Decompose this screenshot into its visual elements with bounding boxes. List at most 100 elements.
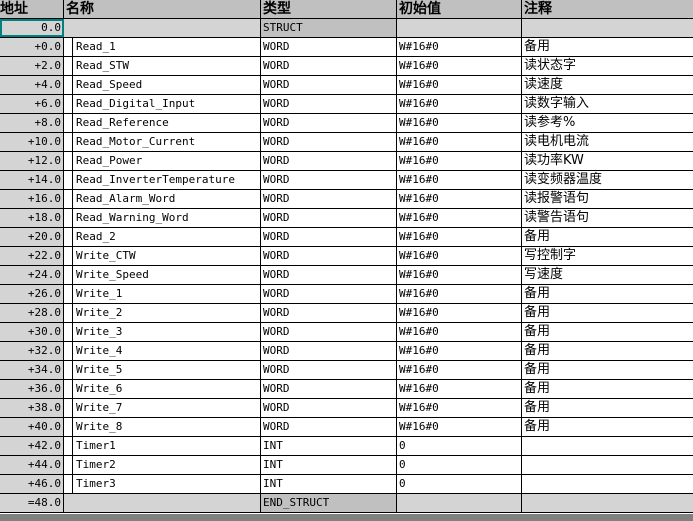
comment-cell[interactable]: 写控制字	[524, 248, 577, 263]
address-cell[interactable]: +32.0	[0, 342, 64, 360]
initial-cell[interactable]: W#16#0	[397, 361, 522, 379]
table-row[interactable]: +4.0 Read_Speed WORD W#16#0 读速度	[0, 76, 693, 95]
address-cell[interactable]: +12.0	[0, 152, 64, 170]
address-cell[interactable]: +44.0	[0, 456, 64, 474]
comment-cell[interactable]: 写速度	[524, 267, 564, 282]
initial-cell[interactable]: W#16#0	[397, 285, 522, 303]
type-cell[interactable]: WORD	[261, 114, 397, 132]
type-cell[interactable]: WORD	[261, 228, 397, 246]
address-cell[interactable]: +38.0	[0, 399, 64, 417]
type-cell[interactable]: WORD	[261, 57, 397, 75]
initial-cell[interactable]: W#16#0	[397, 133, 522, 151]
initial-cell[interactable]: 0	[397, 456, 522, 474]
type-cell[interactable]: INT	[261, 437, 397, 455]
table-row[interactable]: +36.0 Write_6 WORD W#16#0 备用	[0, 380, 693, 399]
header-type[interactable]: 类型	[261, 0, 397, 18]
table-row[interactable]: +34.0 Write_5 WORD W#16#0 备用	[0, 361, 693, 380]
address-cell[interactable]: +8.0	[0, 114, 64, 132]
table-row[interactable]: +42.0 Timer1 INT 0	[0, 437, 693, 456]
comment-cell[interactable]	[522, 437, 693, 455]
name-cell[interactable]: Read_Motor_Current	[64, 133, 261, 151]
table-row[interactable]: +14.0 Read_InverterTemperature WORD W#16#0 读…	[0, 171, 693, 190]
initial-cell[interactable]: W#16#0	[397, 380, 522, 398]
table-row[interactable]: +8.0 Read_Reference WORD W#16#0 读参考%	[0, 114, 693, 133]
comment-cell[interactable]: 读功率KW	[524, 153, 584, 168]
type-cell[interactable]: WORD	[261, 190, 397, 208]
table-row[interactable]: +30.0 Write_3 WORD W#16#0 备用	[0, 323, 693, 342]
type-cell[interactable]: WORD	[261, 209, 397, 227]
type-cell[interactable]: WORD	[261, 38, 397, 56]
name-cell[interactable]: Timer1	[64, 437, 261, 455]
comment-cell[interactable]: 备用	[524, 362, 551, 377]
initial-cell[interactable]: W#16#0	[397, 228, 522, 246]
type-cell[interactable]: WORD	[261, 323, 397, 341]
name-cell[interactable]: Write_8	[64, 418, 261, 436]
table-row[interactable]: +0.0 Read_1 WORD W#16#0 备用	[0, 38, 693, 57]
type-cell[interactable]: WORD	[261, 247, 397, 265]
comment-cell[interactable]: 备用	[524, 229, 551, 244]
comment-cell[interactable]: 备用	[524, 286, 551, 301]
name-cell[interactable]	[64, 494, 261, 512]
comment-cell[interactable]: 读警告语句	[524, 210, 590, 225]
table-row[interactable]: +18.0 Read_Warning_Word WORD W#16#0 读警告语句	[0, 209, 693, 228]
address-cell[interactable]: +14.0	[0, 171, 64, 189]
initial-cell[interactable]: W#16#0	[397, 57, 522, 75]
table-row[interactable]: +44.0 Timer2 INT 0	[0, 456, 693, 475]
address-cell[interactable]: +4.0	[0, 76, 64, 94]
name-cell[interactable]: Write_1	[64, 285, 261, 303]
address-cell[interactable]: 0.0	[0, 19, 64, 37]
name-cell[interactable]: Write_2	[64, 304, 261, 322]
table-row[interactable]: +2.0 Read_STW WORD W#16#0 读状态字	[0, 57, 693, 76]
type-cell[interactable]: WORD	[261, 380, 397, 398]
address-cell[interactable]: +28.0	[0, 304, 64, 322]
type-cell[interactable]: INT	[261, 456, 397, 474]
name-cell[interactable]: Read_STW	[64, 57, 261, 75]
table-row[interactable]: +12.0 Read_Power WORD W#16#0 读功率KW	[0, 152, 693, 171]
address-cell[interactable]: +18.0	[0, 209, 64, 227]
header-comment[interactable]: 注释	[522, 0, 693, 18]
table-row[interactable]: +40.0 Write_8 WORD W#16#0 备用	[0, 418, 693, 437]
initial-cell[interactable]: W#16#0	[397, 209, 522, 227]
struct-start-row[interactable]: 0.0 STRUCT	[0, 19, 693, 38]
struct-end-row[interactable]: =48.0 END_STRUCT	[0, 494, 693, 513]
initial-cell[interactable]: W#16#0	[397, 76, 522, 94]
initial-cell[interactable]: W#16#0	[397, 114, 522, 132]
name-cell[interactable]: Read_Reference	[64, 114, 261, 132]
address-cell[interactable]: +30.0	[0, 323, 64, 341]
address-cell[interactable]: =48.0	[0, 494, 64, 512]
table-row[interactable]: +24.0 Write_Speed WORD W#16#0 写速度	[0, 266, 693, 285]
table-row[interactable]: +10.0 Read_Motor_Current WORD W#16#0 读电机电流	[0, 133, 693, 152]
comment-cell[interactable]: 备用	[524, 305, 551, 320]
name-cell[interactable]: Write_Speed	[64, 266, 261, 284]
table-row[interactable]: +26.0 Write_1 WORD W#16#0 备用	[0, 285, 693, 304]
type-cell[interactable]: WORD	[261, 418, 397, 436]
name-cell[interactable]: Read_1	[64, 38, 261, 56]
name-cell[interactable]	[64, 19, 261, 37]
table-row[interactable]: +38.0 Write_7 WORD W#16#0 备用	[0, 399, 693, 418]
address-cell[interactable]: +22.0	[0, 247, 64, 265]
address-cell[interactable]: +10.0	[0, 133, 64, 151]
address-cell[interactable]: +0.0	[0, 38, 64, 56]
comment-cell[interactable]: 读状态字	[524, 58, 577, 73]
table-row[interactable]: +46.0 Timer3 INT 0	[0, 475, 693, 494]
name-cell[interactable]: Read_Warning_Word	[64, 209, 261, 227]
name-cell[interactable]: Write_4	[64, 342, 261, 360]
initial-cell[interactable]: W#16#0	[397, 152, 522, 170]
name-cell[interactable]: Timer2	[64, 456, 261, 474]
name-cell[interactable]: Read_Speed	[64, 76, 261, 94]
initial-cell[interactable]: W#16#0	[397, 304, 522, 322]
type-cell[interactable]: WORD	[261, 95, 397, 113]
type-cell[interactable]: INT	[261, 475, 397, 493]
initial-cell[interactable]: W#16#0	[397, 418, 522, 436]
initial-cell[interactable]: W#16#0	[397, 342, 522, 360]
name-cell[interactable]: Timer3	[64, 475, 261, 493]
address-cell[interactable]: +36.0	[0, 380, 64, 398]
type-cell[interactable]: END_STRUCT	[261, 494, 397, 512]
name-cell[interactable]: Write_7	[64, 399, 261, 417]
comment-cell[interactable]: 读速度	[524, 77, 564, 92]
type-cell[interactable]: WORD	[261, 152, 397, 170]
type-cell[interactable]: WORD	[261, 133, 397, 151]
type-cell[interactable]: WORD	[261, 171, 397, 189]
type-cell[interactable]: WORD	[261, 342, 397, 360]
name-cell[interactable]: Read_InverterTemperature	[64, 171, 261, 189]
